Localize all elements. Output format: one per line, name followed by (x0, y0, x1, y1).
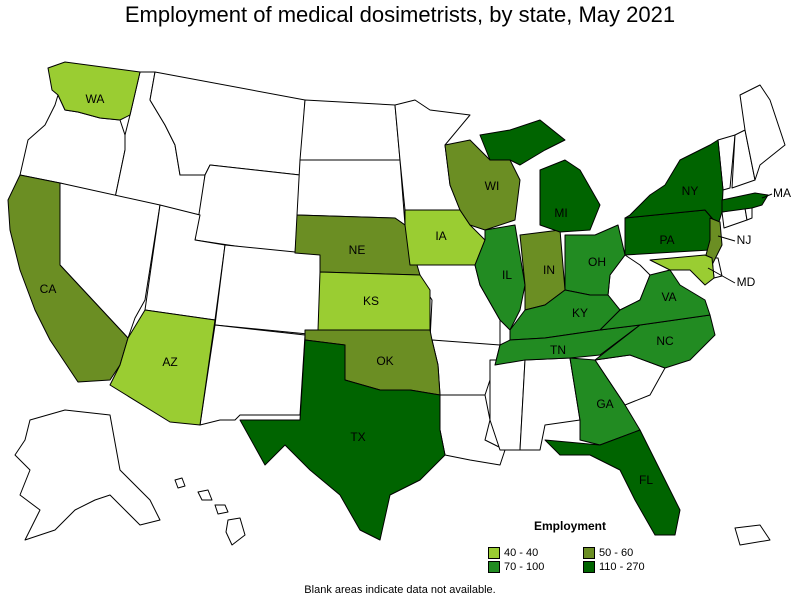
legend-item-40-40: 40 - 40 (488, 547, 538, 559)
legend-item-50-60: 50 - 60 (583, 547, 633, 559)
state-IL (474, 224, 526, 331)
state-NY (624, 139, 724, 226)
label-FL: FL (639, 473, 653, 487)
state-WY (194, 164, 301, 256)
state-MS (489, 359, 526, 451)
state-MI (479, 119, 601, 233)
label-IN: IN (543, 263, 555, 277)
state-MA (721, 192, 769, 213)
legend-item-70-100: 70 - 100 (488, 561, 544, 573)
state-CO (214, 244, 326, 336)
leader-MA (761, 193, 773, 199)
legend-swatch (583, 561, 595, 573)
legend-swatch (488, 561, 500, 573)
state-FL (544, 429, 681, 536)
label-IA: IA (435, 229, 446, 243)
label-NY: NY (682, 184, 699, 198)
legend-label: 40 - 40 (504, 547, 539, 559)
label-AZ: AZ (162, 355, 177, 369)
legend-label: 50 - 60 (599, 547, 634, 559)
state-labels: WA CA AZ NE KS OK TX IA WI IL IN MI OH K… (40, 92, 791, 487)
label-NE: NE (349, 243, 366, 257)
data-states (7, 61, 769, 541)
label-IL: IL (502, 268, 512, 282)
state-AL (519, 357, 581, 451)
state-ND (299, 99, 401, 161)
map-title: Employment of medical dosimetrists, by s… (124, 2, 676, 27)
legend-label: 110 - 270 (599, 561, 645, 573)
state-AZ (109, 309, 216, 426)
blank-states (14, 71, 786, 546)
label-VA: VA (661, 290, 676, 304)
state-NC (594, 314, 716, 369)
territory-PR (734, 524, 771, 546)
state-AK (14, 409, 161, 541)
label-KS: KS (363, 294, 379, 308)
state-MD (649, 254, 715, 286)
state-WI (444, 139, 521, 231)
label-WI: WI (485, 179, 500, 193)
state-ME (739, 84, 786, 181)
label-OH: OH (588, 255, 606, 269)
label-CA: CA (40, 282, 57, 296)
legend-swatch (583, 547, 595, 559)
label-PA: PA (659, 233, 674, 247)
state-NM (199, 324, 306, 426)
footnote: Blank areas indicate data not available. (304, 584, 496, 596)
state-WA (47, 61, 141, 121)
label-MI: MI (554, 206, 567, 220)
legend-swatch (488, 547, 500, 559)
legend-label: 70 - 100 (504, 561, 545, 573)
state-VA (599, 269, 711, 331)
label-NJ: NJ (737, 233, 752, 247)
state-HI (174, 477, 246, 546)
state-CA (7, 174, 129, 383)
label-KY: KY (572, 306, 588, 320)
label-TX: TX (350, 430, 365, 444)
label-MD: MD (737, 275, 756, 289)
leader-NJ (717, 235, 736, 242)
legend-item-110-270: 110 - 270 (583, 561, 645, 573)
label-OK: OK (376, 354, 393, 368)
legend-title: Employment (534, 519, 607, 533)
label-MA: MA (773, 186, 791, 200)
state-KS (317, 271, 431, 331)
leader-MD (707, 267, 736, 284)
label-TN: TN (550, 343, 566, 357)
label-NC: NC (656, 334, 674, 348)
label-GA: GA (596, 397, 613, 411)
state-TX (239, 339, 446, 541)
label-WA: WA (86, 92, 105, 106)
